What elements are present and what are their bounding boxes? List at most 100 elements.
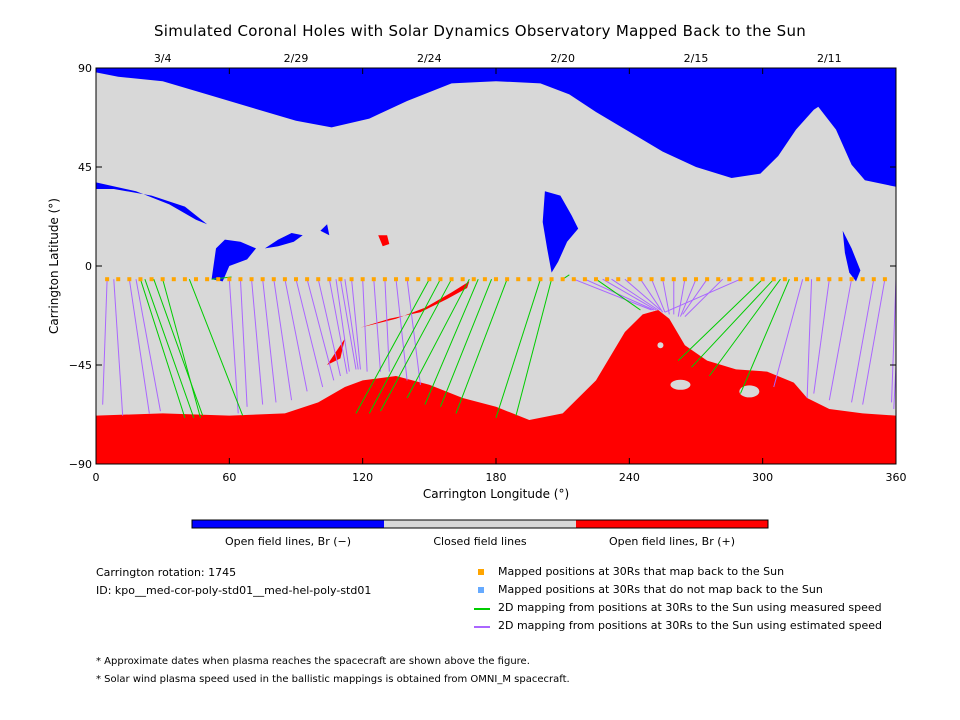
estimated-mapping-line <box>624 278 661 311</box>
mapped-position-point <box>127 277 132 282</box>
mapped-position-point <box>482 277 487 282</box>
mapped-position-point <box>849 277 854 282</box>
coronal-hole-positive-8 <box>96 310 896 464</box>
measured-mapping-line <box>139 279 186 418</box>
coronal-hole-positive-9 <box>327 338 345 365</box>
mapped-position-point <box>171 277 176 282</box>
mapped-position-point <box>682 277 687 282</box>
mapped-position-point <box>160 277 165 282</box>
y-tick-label: −90 <box>69 458 92 471</box>
estimated-mapping-line <box>113 279 124 416</box>
mapped-position-point <box>860 277 865 282</box>
mapped-position-point <box>360 277 365 282</box>
legend-label: 2D mapping from positions at 30Rs to the… <box>498 619 883 632</box>
estimated-mapping-line <box>262 279 277 403</box>
mapped-position-point <box>205 277 210 282</box>
closed-island-1 <box>657 342 664 349</box>
estimated-mapping-line <box>135 279 161 412</box>
date-tick-label: 2/11 <box>817 52 842 65</box>
coronal-hole-positive-11 <box>378 235 390 247</box>
mapped-position-point <box>694 277 698 282</box>
estimated-mapping-line <box>228 279 239 414</box>
mapped-position-point <box>149 277 154 282</box>
colorbar-label: Open field lines, Br (+) <box>609 535 735 548</box>
measured-mapping-line <box>368 278 441 414</box>
estimated-mapping-line <box>384 279 390 372</box>
date-tick-label: 2/29 <box>284 52 309 65</box>
coronal-hole-negative-2 <box>211 239 256 282</box>
estimated-mapping-line <box>584 278 654 311</box>
estimated-mapping-line <box>773 279 804 388</box>
estimated-mapping-line <box>662 279 670 315</box>
mapped-position-point <box>327 277 332 282</box>
y-tick-label: 45 <box>78 161 92 174</box>
mapped-position-point <box>838 277 843 282</box>
coronal-hole-negative-7 <box>842 230 861 282</box>
mapped-position-point <box>427 277 432 282</box>
coronal-hole-negative-3 <box>264 233 303 249</box>
mapped-position-point <box>805 277 810 282</box>
mapped-position-point <box>294 277 298 282</box>
estimated-mapping-line <box>251 279 264 405</box>
mapped-position-point <box>494 277 498 282</box>
legend-label: Mapped positions at 30Rs that map back t… <box>498 565 785 578</box>
estimated-mapping-line <box>406 279 421 385</box>
coronal-hole-negative-4 <box>320 224 330 236</box>
coronal-hole-negative-1 <box>96 182 208 225</box>
mapped-position-point <box>882 277 887 282</box>
measured-mapping-line <box>153 279 204 416</box>
estimated-mapping-line <box>677 279 686 317</box>
estimated-mapping-line <box>651 279 666 313</box>
date-tick-label: 2/24 <box>417 52 442 65</box>
mapped-position-point <box>582 277 587 282</box>
estimated-mapping-line <box>273 279 293 401</box>
measured-mapping-line <box>455 279 508 414</box>
y-tick-label: 0 <box>85 260 92 273</box>
estimated-mapping-line <box>828 279 853 401</box>
colorbar-label: Open field lines, Br (−) <box>225 535 351 548</box>
estimated-mapping-line <box>640 278 664 313</box>
measured-mapping-line <box>595 278 641 311</box>
measured-mapping-line <box>439 279 493 407</box>
estimated-mapping-line <box>682 278 708 315</box>
mapped-position-point <box>105 277 110 282</box>
measured-mapping-line <box>708 278 781 377</box>
mapped-position-point <box>649 277 654 282</box>
mapped-position-point <box>727 277 732 282</box>
mapped-position-point <box>760 277 765 282</box>
mapped-position-point <box>638 277 643 282</box>
mapped-position-point <box>716 277 721 282</box>
mapped-points <box>105 277 887 282</box>
mapped-position-point <box>516 277 521 282</box>
x-axis-label: Carrington Longitude (°) <box>423 487 569 501</box>
mapped-position-point <box>794 277 798 282</box>
estimated-mapping-line <box>335 279 350 372</box>
measured-mapping-line <box>424 279 479 405</box>
mapped-position-point <box>460 277 465 282</box>
estimated-mapping-line <box>344 279 359 370</box>
mapped-position-point <box>116 277 121 282</box>
estimated-mapping-line <box>339 279 357 370</box>
mapped-position-point <box>238 277 243 282</box>
estimated-mapping-line <box>102 279 108 405</box>
mapped-position-point <box>282 277 287 282</box>
y-tick-label: −45 <box>69 359 92 372</box>
mapped-position-point <box>227 277 232 282</box>
estimated-mapping-line <box>373 279 381 372</box>
date-tick-label: 2/20 <box>550 52 575 65</box>
measured-mapping-line <box>691 278 775 368</box>
mapped-position-point <box>660 277 665 282</box>
estimated-mapping-line <box>893 355 896 410</box>
measured-mapping-line <box>162 279 201 418</box>
mapped-position-point <box>549 277 554 282</box>
measured-mapping-line <box>188 279 244 416</box>
measured-mapping-line <box>515 279 553 416</box>
mapped-position-point <box>471 277 476 282</box>
mapped-position-point <box>627 277 632 282</box>
carrington-rotation: Carrington rotation: 1745 <box>96 566 237 579</box>
mapped-position-point <box>249 277 254 282</box>
legend-line-swatch <box>474 608 490 610</box>
y-tick-label: 90 <box>78 62 92 75</box>
mapped-position-point <box>538 277 543 282</box>
